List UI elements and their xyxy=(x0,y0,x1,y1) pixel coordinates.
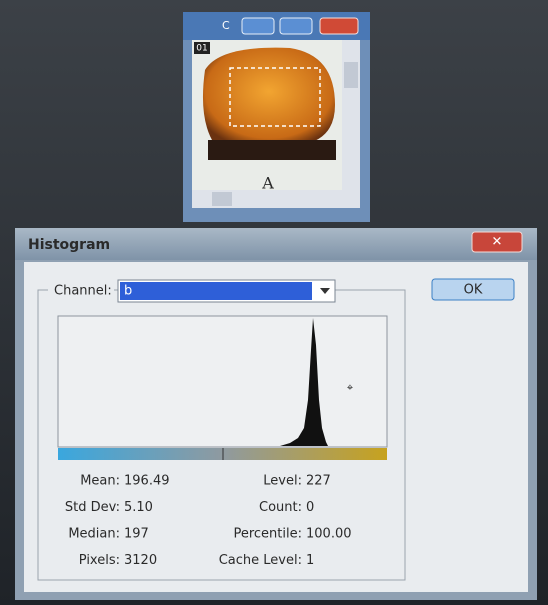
dialog-title: Histogram xyxy=(28,237,110,253)
channel-value: b xyxy=(124,284,132,299)
stat-value: 100.00 xyxy=(306,527,352,542)
stat-value: 1 xyxy=(306,553,314,568)
image-window: C 01 A xyxy=(183,12,370,222)
stat-value: 5.10 xyxy=(124,500,153,515)
stat-value: 0 xyxy=(306,500,314,515)
stat-label: Percentile: xyxy=(233,527,302,542)
stat-label: Cache Level: xyxy=(219,553,302,568)
ok-label: OK xyxy=(464,283,483,298)
stat-label: Pixels: xyxy=(79,553,120,568)
image-caption: A xyxy=(261,174,274,193)
cursor: ⌖ xyxy=(347,381,353,394)
scroll-thumb[interactable] xyxy=(344,62,358,88)
scroll-thumb-h[interactable] xyxy=(212,192,232,206)
window-title: C xyxy=(222,19,230,32)
channel-label: Channel: xyxy=(54,284,112,299)
stat-value: 227 xyxy=(306,474,331,489)
stat-label: Level: xyxy=(263,474,302,489)
stat-label: Mean: xyxy=(80,474,120,489)
minimize-button[interactable] xyxy=(242,18,274,34)
histogram-area xyxy=(58,316,387,447)
stat-label: Std Dev: xyxy=(65,500,120,515)
image-shadow xyxy=(208,140,336,160)
stat-value: 3120 xyxy=(124,553,157,568)
stat-label: Count: xyxy=(259,500,302,515)
screen: C 01 A Histogram ✕ Channel: b OK ⌖ xyxy=(0,0,548,605)
stat-value: 196.49 xyxy=(124,474,170,489)
page: C 01 A Histogram ✕ Channel: b OK ⌖ xyxy=(0,0,548,605)
close-button[interactable] xyxy=(320,18,358,34)
close-glyph: ✕ xyxy=(492,235,503,250)
frame-label: 01 xyxy=(196,44,207,54)
channel-highlight xyxy=(120,282,312,300)
image-blob xyxy=(203,48,335,145)
histogram-dialog: Histogram ✕ Channel: b OK ⌖ Mean: 196.49 S… xyxy=(15,228,537,600)
stat-label: Median: xyxy=(68,527,120,542)
maximize-button[interactable] xyxy=(280,18,312,34)
stat-value: 197 xyxy=(124,527,149,542)
